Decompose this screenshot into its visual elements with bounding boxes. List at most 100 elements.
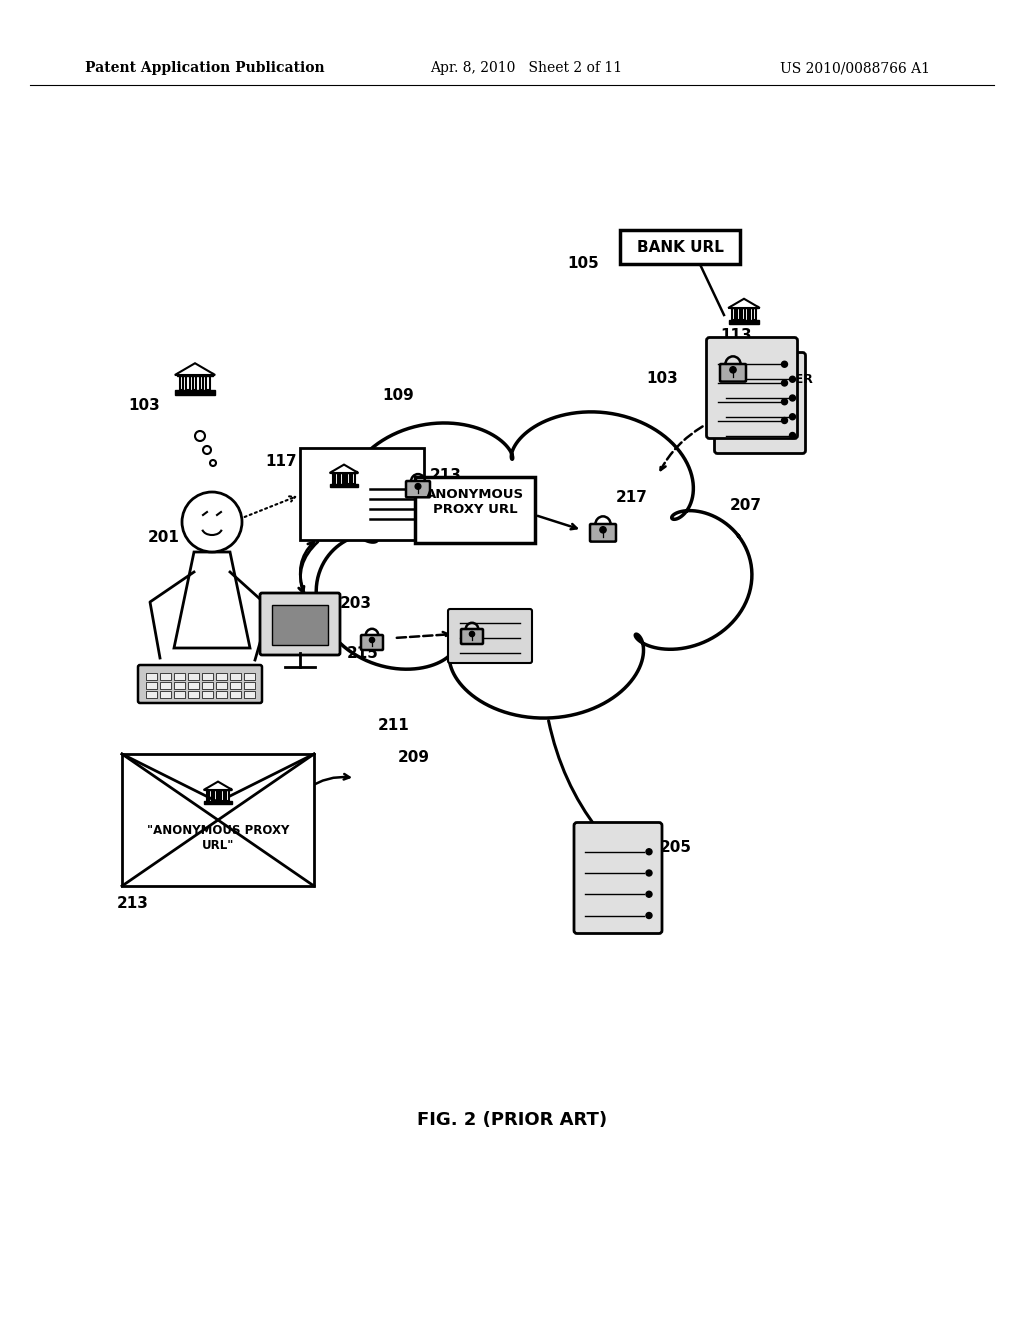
Bar	[188, 673, 199, 680]
Bar	[146, 682, 157, 689]
Circle shape	[781, 362, 787, 367]
Bar	[207, 375, 210, 391]
FancyBboxPatch shape	[574, 822, 662, 933]
Circle shape	[790, 395, 796, 401]
Bar	[200, 375, 203, 391]
Bar	[333, 473, 336, 484]
Text: 207: 207	[730, 498, 762, 513]
Text: 103: 103	[128, 399, 160, 413]
Text: 205: 205	[660, 840, 692, 855]
Bar	[272, 605, 328, 645]
Circle shape	[646, 912, 652, 919]
Bar	[244, 673, 255, 680]
FancyBboxPatch shape	[449, 609, 532, 663]
Bar	[188, 690, 199, 698]
Bar	[175, 391, 215, 395]
FancyBboxPatch shape	[707, 338, 798, 438]
Bar	[204, 801, 232, 804]
Bar	[206, 788, 230, 791]
Bar	[748, 308, 751, 319]
Bar	[729, 319, 760, 323]
Bar	[194, 375, 197, 391]
Bar	[753, 308, 756, 319]
Bar	[732, 308, 734, 319]
Text: 213: 213	[117, 896, 148, 911]
Bar	[330, 484, 358, 487]
Circle shape	[646, 870, 652, 876]
Polygon shape	[330, 465, 358, 473]
Bar	[160, 690, 171, 698]
Text: ANONYMOUS
PROXY URL: ANONYMOUS PROXY URL	[426, 488, 524, 516]
Bar	[338, 473, 340, 484]
Text: US 2010/0088766 A1: US 2010/0088766 A1	[780, 61, 930, 75]
FancyBboxPatch shape	[138, 665, 262, 704]
Bar	[174, 682, 185, 689]
Text: 211: 211	[378, 718, 410, 733]
Bar	[730, 306, 758, 309]
Circle shape	[781, 380, 787, 385]
Circle shape	[415, 483, 421, 490]
FancyBboxPatch shape	[361, 635, 383, 649]
Text: 109: 109	[382, 388, 414, 403]
Circle shape	[210, 459, 216, 466]
Bar	[347, 473, 350, 484]
Bar	[160, 673, 171, 680]
Circle shape	[469, 631, 474, 636]
Text: Apr. 8, 2010   Sheet 2 of 11: Apr. 8, 2010 Sheet 2 of 11	[430, 61, 623, 75]
Bar	[146, 673, 157, 680]
Bar	[230, 690, 241, 698]
Text: BANK URL: BANK URL	[637, 239, 723, 255]
Text: Patent Application Publication: Patent Application Publication	[85, 61, 325, 75]
Text: FIG. 2 (PRIOR ART): FIG. 2 (PRIOR ART)	[417, 1111, 607, 1129]
Circle shape	[790, 413, 796, 420]
Bar	[352, 473, 354, 484]
Polygon shape	[728, 298, 760, 308]
Bar	[146, 690, 157, 698]
Bar	[742, 308, 745, 319]
Text: 117: 117	[265, 454, 297, 469]
FancyBboxPatch shape	[260, 593, 340, 655]
Bar	[212, 789, 214, 801]
Bar	[332, 471, 356, 474]
Circle shape	[646, 891, 652, 898]
Text: 217: 217	[616, 490, 648, 506]
Bar	[221, 789, 224, 801]
FancyBboxPatch shape	[715, 352, 806, 454]
Bar	[174, 690, 185, 698]
FancyBboxPatch shape	[590, 524, 616, 541]
Text: 103: 103	[646, 371, 678, 385]
Bar	[216, 673, 227, 680]
Bar	[226, 789, 228, 801]
Text: 201: 201	[148, 531, 180, 545]
Bar	[122, 754, 314, 886]
FancyBboxPatch shape	[406, 480, 430, 498]
Text: "ANONYMOUS PROXY
URL": "ANONYMOUS PROXY URL"	[146, 824, 289, 851]
Text: 215: 215	[347, 645, 379, 661]
Bar	[216, 690, 227, 698]
FancyBboxPatch shape	[415, 477, 535, 543]
Circle shape	[195, 432, 205, 441]
Circle shape	[203, 446, 211, 454]
Circle shape	[600, 527, 606, 533]
Circle shape	[646, 849, 652, 855]
Text: 213: 213	[430, 469, 462, 483]
Text: 119: 119	[308, 454, 340, 469]
Bar	[207, 789, 209, 801]
Bar	[202, 682, 213, 689]
Text: 209: 209	[398, 750, 430, 766]
Polygon shape	[204, 781, 232, 789]
Bar	[188, 682, 199, 689]
Bar	[244, 690, 255, 698]
Circle shape	[182, 492, 242, 552]
Circle shape	[781, 399, 787, 405]
FancyBboxPatch shape	[620, 230, 740, 264]
Circle shape	[370, 638, 375, 643]
Bar	[160, 682, 171, 689]
Bar	[230, 673, 241, 680]
Circle shape	[781, 417, 787, 424]
Text: 113: 113	[720, 327, 752, 343]
FancyBboxPatch shape	[461, 630, 483, 644]
Circle shape	[790, 433, 796, 438]
FancyBboxPatch shape	[720, 364, 746, 381]
Bar	[230, 682, 241, 689]
